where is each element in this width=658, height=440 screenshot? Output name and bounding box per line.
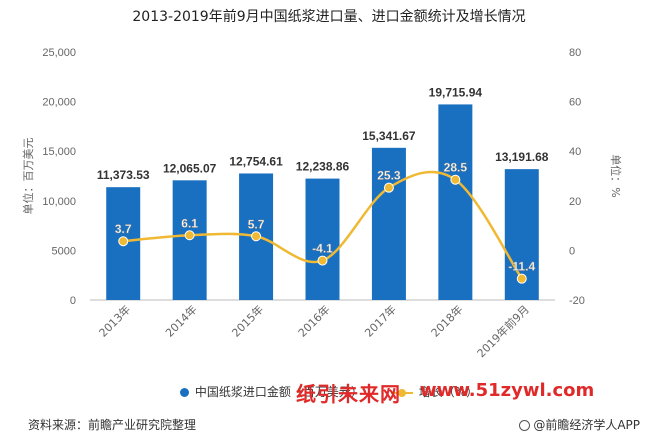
source-note: 资料来源：前瞻产业研究院整理 <box>28 418 197 432</box>
growth-value-label: 25.3 <box>377 169 401 183</box>
y-left-axis-title: 单位：百万美元 <box>21 138 35 215</box>
bar <box>305 178 340 300</box>
bar-value-label: 15,341.67 <box>362 129 416 143</box>
x-tick-label: 2019年前9月 <box>474 302 532 360</box>
legend-item-line: 增长（%） <box>390 383 479 400</box>
legend-line-label: 增长（%） <box>418 385 479 399</box>
growth-value-label: 28.5 <box>444 161 468 175</box>
x-tick-label: 2017年 <box>362 302 399 339</box>
growth-point <box>450 174 461 185</box>
bar-value-label: 12,065.07 <box>163 161 217 175</box>
growth-point <box>251 231 262 242</box>
y-right-tick-label: 20 <box>569 196 581 208</box>
legend-item-bar: 中国纸浆进口金额（百万美元） <box>179 383 363 400</box>
bar-value-label: 12,754.61 <box>229 154 283 168</box>
x-tick-label: 2016年 <box>295 302 332 339</box>
growth-value-label: -4.1 <box>312 242 333 256</box>
watermark-text: 纸引未来网 <box>296 382 401 406</box>
bar-value-label: 19,715.94 <box>429 85 483 99</box>
brand-note: @前瞻经济学人APP <box>519 416 640 433</box>
y-left-tick-label: 5000 <box>52 245 76 257</box>
x-tick-label: 2013年 <box>96 302 133 339</box>
y-right-tick-label: 80 <box>569 47 581 59</box>
brand-logo-icon <box>519 420 531 431</box>
bar-value-label: 12,238.86 <box>296 160 350 174</box>
bar-value-label: 11,373.53 <box>97 168 150 182</box>
growth-value-label: 6.1 <box>181 216 198 230</box>
bar <box>371 147 406 300</box>
bar-value-label: 13,191.68 <box>495 150 549 164</box>
y-left-tick-label: 10,000 <box>42 196 76 208</box>
y-left-tick-label: 0 <box>70 295 76 307</box>
y-left-tick-label: 20,000 <box>42 97 76 109</box>
x-tick-label: 2015年 <box>229 302 266 339</box>
legend: 中国纸浆进口金额（百万美元） 增长（%） <box>0 383 658 400</box>
growth-point <box>118 236 129 247</box>
y-right-tick-label: 60 <box>569 97 581 109</box>
y-left-tick-label: 25,000 <box>42 47 76 59</box>
x-tick-label: 2018年 <box>428 302 465 339</box>
growth-point <box>317 255 328 266</box>
growth-point <box>383 182 394 193</box>
y-right-tick-label: 0 <box>569 245 575 257</box>
growth-point <box>184 230 195 241</box>
brand-text: @前瞻经济学人APP <box>533 418 640 432</box>
y-right-tick-label: -20 <box>569 295 585 307</box>
x-tick-label: 2014年 <box>162 302 199 339</box>
legend-bar-label: 中国纸浆进口金额（百万美元） <box>194 385 363 399</box>
y-right-tick-label: 40 <box>569 146 581 158</box>
bar <box>438 104 473 300</box>
growth-point <box>516 273 527 284</box>
y-left-tick-label: 15,000 <box>42 146 76 158</box>
growth-value-label: 3.7 <box>115 222 132 236</box>
legend-bar-swatch <box>179 388 189 397</box>
growth-value-label: 5.7 <box>248 217 265 231</box>
growth-value-label: -11.4 <box>508 260 535 274</box>
chart-title: 2013-2019年前9月中国纸浆进口量、进口金额统计及增长情况 <box>132 9 526 25</box>
y-right-axis-title: 单位：% <box>609 154 623 197</box>
legend-line-swatch <box>390 388 413 397</box>
watermark-url: www.51zywl.com <box>420 380 595 401</box>
